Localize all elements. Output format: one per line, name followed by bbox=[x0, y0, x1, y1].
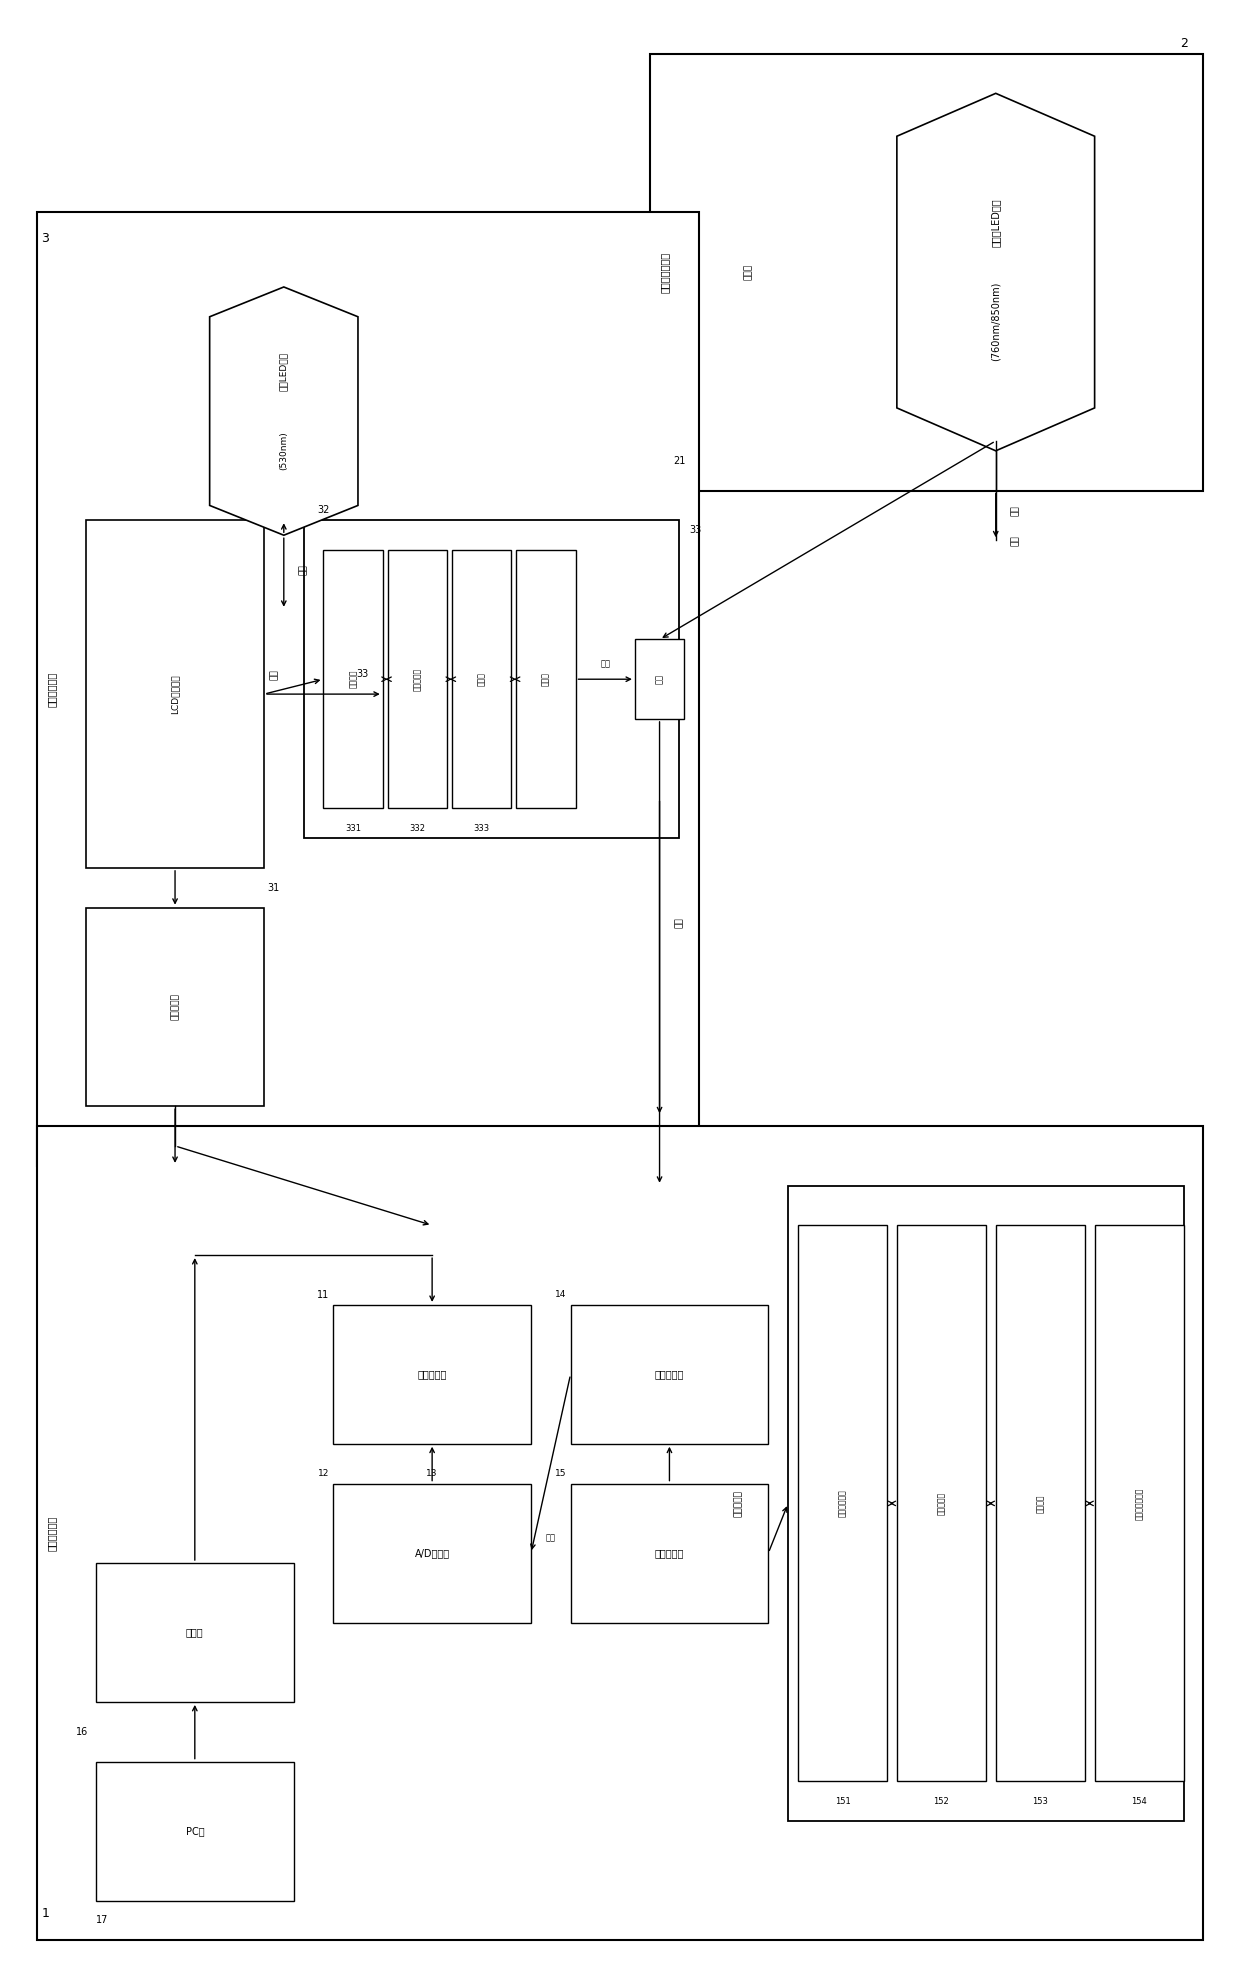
Bar bbox=[516, 550, 575, 809]
Text: 16: 16 bbox=[76, 1727, 88, 1737]
Bar bbox=[570, 1305, 769, 1445]
Polygon shape bbox=[210, 286, 358, 535]
Text: 光电传感器: 光电传感器 bbox=[655, 1548, 684, 1558]
Bar bbox=[86, 521, 264, 868]
Text: 图像控制器: 图像控制器 bbox=[171, 994, 180, 1021]
Text: LCD投影模块: LCD投影模块 bbox=[171, 674, 180, 713]
Text: 光学低通滤波器: 光学低通滤波器 bbox=[1135, 1486, 1143, 1520]
Text: 152: 152 bbox=[934, 1796, 950, 1806]
Bar bbox=[37, 1127, 1203, 1941]
Text: 331: 331 bbox=[345, 825, 361, 833]
Text: 近红外发射装置: 近红外发射装置 bbox=[660, 252, 670, 292]
Text: 接收: 接收 bbox=[675, 918, 683, 928]
Text: 近红外LED模组: 近红外LED模组 bbox=[991, 199, 1001, 246]
Bar bbox=[789, 1186, 1184, 1822]
Text: 信号放大器: 信号放大器 bbox=[655, 1369, 684, 1379]
Text: 153: 153 bbox=[1033, 1796, 1048, 1806]
Text: 13: 13 bbox=[427, 1468, 438, 1478]
Bar bbox=[799, 1226, 887, 1782]
Bar bbox=[304, 521, 680, 839]
Text: 154: 154 bbox=[1131, 1796, 1147, 1806]
Text: 数字处理器: 数字处理器 bbox=[418, 1369, 446, 1379]
Text: 21: 21 bbox=[673, 455, 686, 465]
Text: 332: 332 bbox=[409, 825, 425, 833]
Bar bbox=[1095, 1226, 1184, 1782]
Bar bbox=[334, 1484, 531, 1623]
Bar bbox=[996, 1226, 1085, 1782]
Bar bbox=[86, 908, 264, 1107]
Text: 接收: 接收 bbox=[600, 660, 610, 670]
Text: 333: 333 bbox=[474, 825, 490, 833]
Bar bbox=[897, 1226, 986, 1782]
Text: 可视LED模组: 可视LED模组 bbox=[279, 352, 289, 391]
Text: 储存器: 储存器 bbox=[186, 1627, 203, 1637]
Text: 33: 33 bbox=[689, 525, 702, 535]
Text: 31: 31 bbox=[268, 882, 280, 892]
Text: 发射: 发射 bbox=[1011, 535, 1021, 546]
Bar bbox=[334, 1305, 531, 1445]
Text: 接收: 接收 bbox=[546, 1534, 556, 1542]
Bar bbox=[635, 640, 684, 719]
Text: 发射: 发射 bbox=[269, 670, 279, 680]
Text: 12: 12 bbox=[317, 1468, 329, 1478]
Text: 15: 15 bbox=[556, 1468, 567, 1478]
Bar bbox=[95, 1762, 294, 1902]
Text: 32: 32 bbox=[317, 505, 330, 515]
Text: 偏振片: 偏振片 bbox=[542, 672, 551, 686]
Text: 发射: 发射 bbox=[1011, 505, 1021, 517]
Text: 液光滤波器: 液光滤波器 bbox=[413, 668, 422, 691]
Text: (530nm): (530nm) bbox=[279, 431, 289, 471]
Text: 14: 14 bbox=[556, 1290, 567, 1299]
Text: 近红外滤镜: 近红外滤镜 bbox=[937, 1492, 946, 1514]
Text: 17: 17 bbox=[95, 1915, 108, 1925]
Text: 接收: 接收 bbox=[655, 674, 665, 684]
Bar bbox=[388, 550, 446, 809]
Text: 2: 2 bbox=[1179, 38, 1188, 50]
Text: 数据处理装置: 数据处理装置 bbox=[46, 1516, 57, 1550]
Polygon shape bbox=[897, 93, 1095, 451]
Bar bbox=[650, 54, 1203, 491]
Text: 参数设置模块: 参数设置模块 bbox=[46, 672, 57, 707]
Text: 近红外探头: 近红外探头 bbox=[734, 1490, 743, 1516]
Text: 151: 151 bbox=[835, 1796, 851, 1806]
Text: 11: 11 bbox=[317, 1290, 330, 1299]
Text: 1: 1 bbox=[42, 1908, 50, 1921]
Text: 激光模块: 激光模块 bbox=[348, 670, 357, 688]
Text: 发射: 发射 bbox=[299, 564, 308, 576]
Text: 棱镜组件: 棱镜组件 bbox=[1035, 1494, 1045, 1512]
Text: PC卡: PC卡 bbox=[186, 1826, 205, 1836]
Text: 3: 3 bbox=[42, 232, 50, 244]
Text: 合光片: 合光片 bbox=[744, 264, 753, 280]
Text: 衰光镜: 衰光镜 bbox=[477, 672, 486, 686]
Bar bbox=[95, 1564, 294, 1703]
Bar bbox=[570, 1484, 769, 1623]
Bar bbox=[324, 550, 383, 809]
Bar bbox=[37, 213, 699, 1166]
Text: 镜头保护玻璃: 镜头保护玻璃 bbox=[838, 1490, 847, 1518]
Text: (760nm/850nm): (760nm/850nm) bbox=[991, 282, 1001, 362]
Text: A/D转换器: A/D转换器 bbox=[414, 1548, 450, 1558]
Text: 33: 33 bbox=[357, 670, 370, 680]
Bar bbox=[451, 550, 511, 809]
